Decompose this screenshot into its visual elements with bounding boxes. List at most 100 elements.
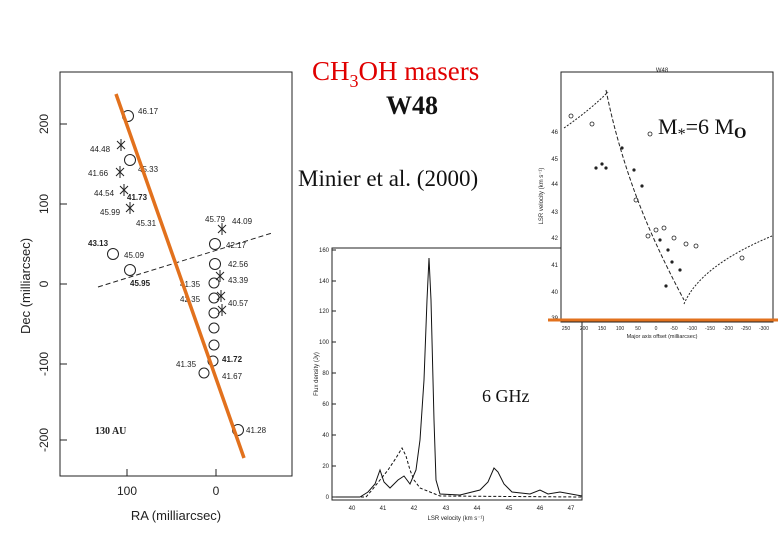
- pv-ytick: 43: [551, 210, 558, 216]
- spectrum-xtick: 45: [506, 506, 513, 512]
- spot-label: 42.35: [180, 295, 201, 304]
- spectrum-ytick: 80: [322, 371, 329, 377]
- pv-ytick: 42: [551, 236, 558, 242]
- maser-spot: [208, 292, 220, 304]
- spectrum-xtick: 44: [474, 506, 481, 512]
- pv-xtick: 50: [635, 326, 641, 332]
- pv-ytick: 40: [551, 290, 558, 296]
- spectrum-ytick: 0: [326, 495, 330, 501]
- pv-point: [640, 184, 644, 188]
- spot-label: 44.48: [90, 145, 111, 154]
- spectrum-xtick: 41: [380, 506, 387, 512]
- pv-xtick: -100: [687, 326, 697, 332]
- spectrum-dashed-trace: [336, 446, 583, 498]
- maser-cross: [115, 166, 125, 178]
- maser-spot: [208, 322, 220, 334]
- spectrum-ytick: 100: [319, 340, 330, 346]
- pv-point: [633, 197, 639, 203]
- spot-label: 45.79: [205, 215, 226, 224]
- pv-ytick: 45: [551, 157, 558, 163]
- spectrum-xtick: 43: [443, 506, 450, 512]
- maser-cross: [216, 290, 226, 302]
- pv-xtick: 0: [655, 326, 658, 332]
- pv-xtick: -250: [741, 326, 751, 332]
- pv-xtick: 100: [616, 326, 625, 332]
- maser-cross: [217, 223, 227, 235]
- map-ytick-100: 100: [37, 194, 51, 214]
- maser-title: CH3OH masers: [312, 56, 479, 91]
- spectrum-xtick: 47: [568, 506, 575, 512]
- spectrum-ytick: 40: [322, 433, 329, 439]
- maser-spot: [208, 307, 220, 319]
- map-dashed-line: [97, 232, 273, 288]
- maser-spot: [198, 367, 210, 379]
- spectrum-ytick: 120: [319, 309, 330, 315]
- maser-cross: [215, 270, 225, 282]
- spot-label: 41.35: [176, 360, 197, 369]
- pv-xlabel: Major axis offset (milliarcsec): [627, 334, 698, 340]
- pv-xtick: 200: [580, 326, 589, 332]
- maser-spot: [208, 277, 220, 289]
- pv-point: [739, 255, 745, 261]
- pv-ytick: 46: [551, 130, 558, 136]
- spectrum-solid-trace: [336, 257, 583, 498]
- orange-fit-line: [114, 93, 246, 459]
- pv-title: W48: [656, 68, 669, 74]
- spectrum-xtick: 40: [349, 506, 356, 512]
- map-ytick-m100: -100: [37, 352, 51, 376]
- pv-point: [658, 238, 662, 242]
- spot-label: 40.57: [228, 299, 249, 308]
- spot-label: 41.67: [222, 372, 243, 381]
- spot-map-frame: [59, 71, 293, 477]
- spectrum-frame: [331, 247, 583, 501]
- spot-label: 44.09: [232, 217, 253, 226]
- pv-point: [661, 225, 667, 231]
- spectrum-ytick: 20: [322, 464, 329, 470]
- pv-panel: W48 46 45 44 43 42 41 40 39 250 200 150 …: [539, 68, 778, 340]
- spot-label: 43.13: [88, 239, 109, 248]
- pv-point: [645, 233, 651, 239]
- pv-point: [666, 248, 670, 252]
- pv-xtick: 150: [598, 326, 607, 332]
- pv-kepler-left: [563, 91, 609, 129]
- map-ylabel: Dec (milliarcsec): [18, 238, 33, 334]
- maser-cross: [116, 139, 126, 151]
- spectrum-xtick: 42: [411, 506, 418, 512]
- map-ytick-200: 200: [37, 114, 51, 134]
- pv-point: [604, 166, 608, 170]
- spot-label: 42.56: [228, 260, 249, 269]
- pv-xtick: 250: [562, 326, 571, 332]
- pv-point: [664, 284, 668, 288]
- pv-frame: [560, 71, 774, 323]
- pv-dashed-curve: [605, 89, 685, 301]
- spot-label: 41.28: [246, 426, 267, 435]
- pv-point: [568, 113, 574, 119]
- pv-ytick: 41: [551, 263, 558, 269]
- map-ytick-m200: -200: [37, 428, 51, 452]
- maser-spot: [124, 154, 136, 166]
- scale-bar-label: 130 AU: [95, 426, 126, 437]
- spot-label: 41.66: [88, 169, 109, 178]
- pv-kepler-right: [683, 235, 773, 305]
- spot-label: 41.72: [222, 355, 243, 364]
- pv-point: [653, 227, 659, 233]
- pv-ytick: 44: [551, 182, 558, 188]
- spectrum-panel: 0 20 40 60 80 100 120 140 160 40 41 42 4…: [314, 247, 583, 522]
- pv-xtick: -200: [723, 326, 733, 332]
- band-label: 6 GHz: [482, 386, 530, 406]
- pv-point: [647, 131, 653, 137]
- maser-spot: [124, 264, 136, 276]
- pv-point: [594, 166, 598, 170]
- spot-label: 45.95: [130, 279, 151, 288]
- maser-spot: [209, 258, 221, 270]
- pv-point: [671, 235, 677, 241]
- spot-label: 41.73: [127, 193, 148, 202]
- maser-cross: [119, 184, 129, 196]
- pv-xtick: -300: [759, 326, 769, 332]
- pv-ylabel: LSR velocity (km s⁻¹): [539, 168, 545, 225]
- spot-label: 43.39: [228, 276, 249, 285]
- spot-label: 44.54: [94, 189, 115, 198]
- pv-point: [693, 243, 699, 249]
- pv-point: [620, 146, 624, 150]
